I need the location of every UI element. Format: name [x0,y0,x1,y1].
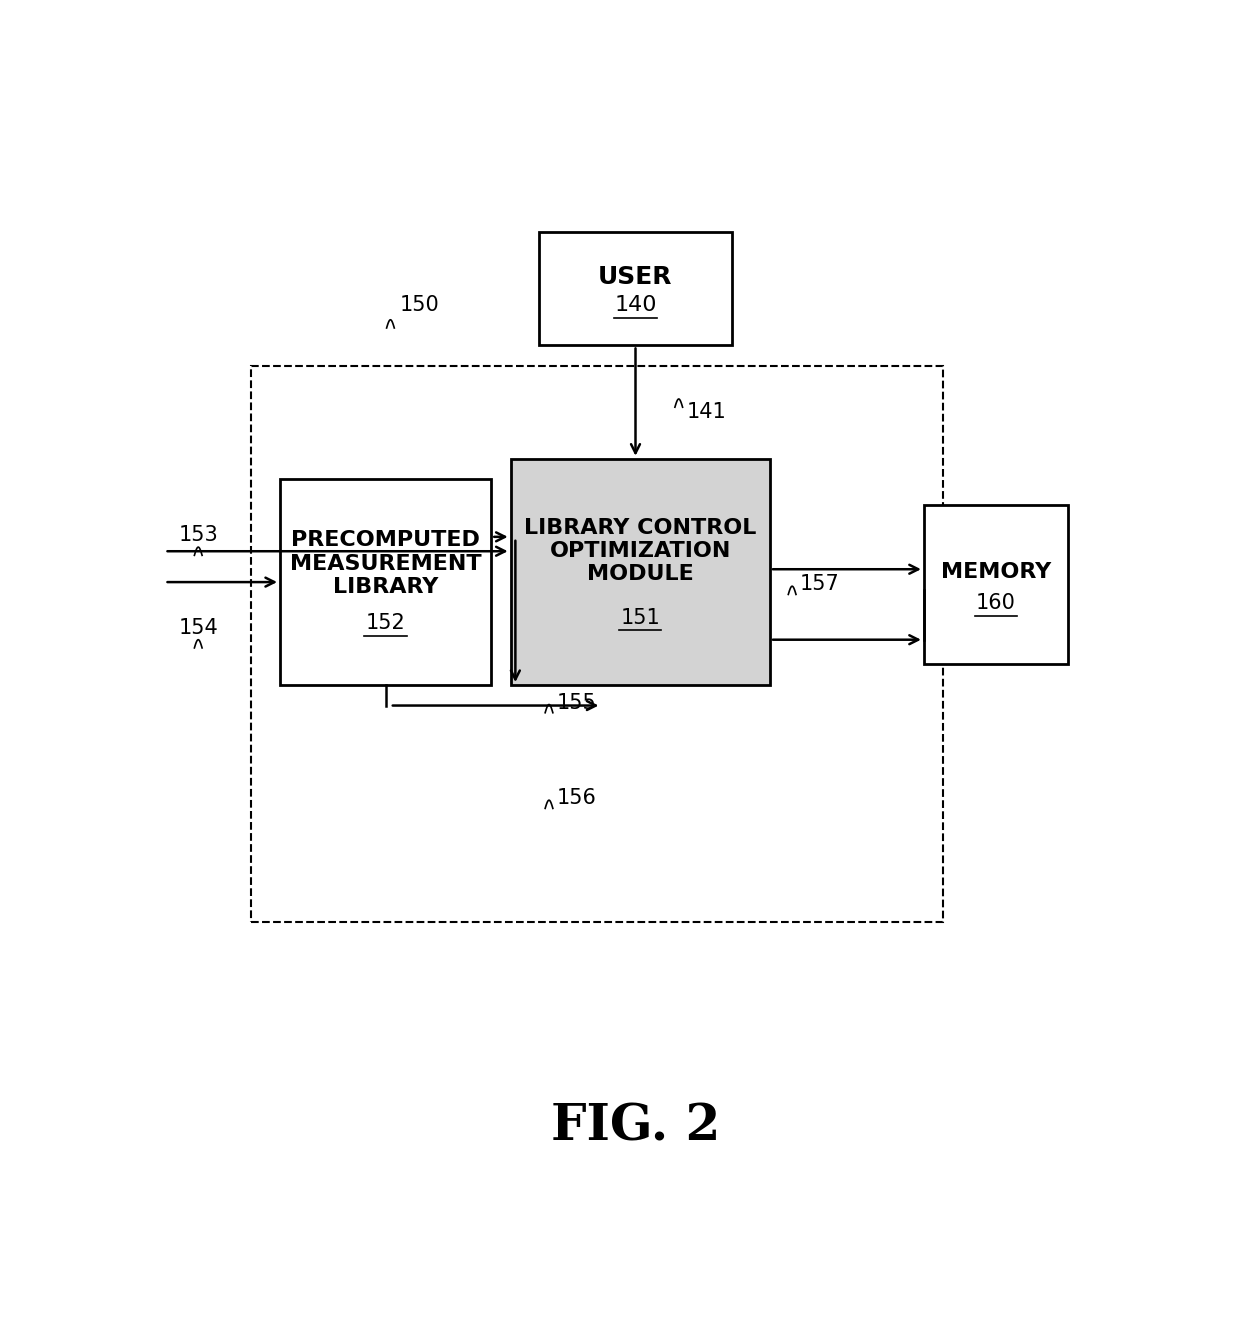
Bar [511,458,770,685]
Text: LIBRARY CONTROL
OPTIMIZATION
MODULE: LIBRARY CONTROL OPTIMIZATION MODULE [525,518,756,584]
Text: 150: 150 [401,295,440,314]
Bar [924,505,1068,664]
Text: 156: 156 [557,788,596,808]
Text: PRECOMPUTED
MEASUREMENT
LIBRARY: PRECOMPUTED MEASUREMENT LIBRARY [290,530,481,597]
Text: 151: 151 [620,608,660,628]
Text: 155: 155 [557,693,596,712]
Text: 160: 160 [976,593,1016,613]
Text: 157: 157 [800,574,839,595]
Text: 154: 154 [179,617,218,637]
Text: 141: 141 [687,402,727,422]
Bar [539,232,732,346]
Text: USER: USER [598,265,673,289]
Bar [250,366,942,922]
Text: 152: 152 [366,613,405,633]
Text: 153: 153 [179,525,218,545]
Bar [280,480,491,685]
Text: FIG. 2: FIG. 2 [551,1102,720,1152]
Text: 140: 140 [614,295,657,315]
Text: MEMORY: MEMORY [941,562,1052,582]
